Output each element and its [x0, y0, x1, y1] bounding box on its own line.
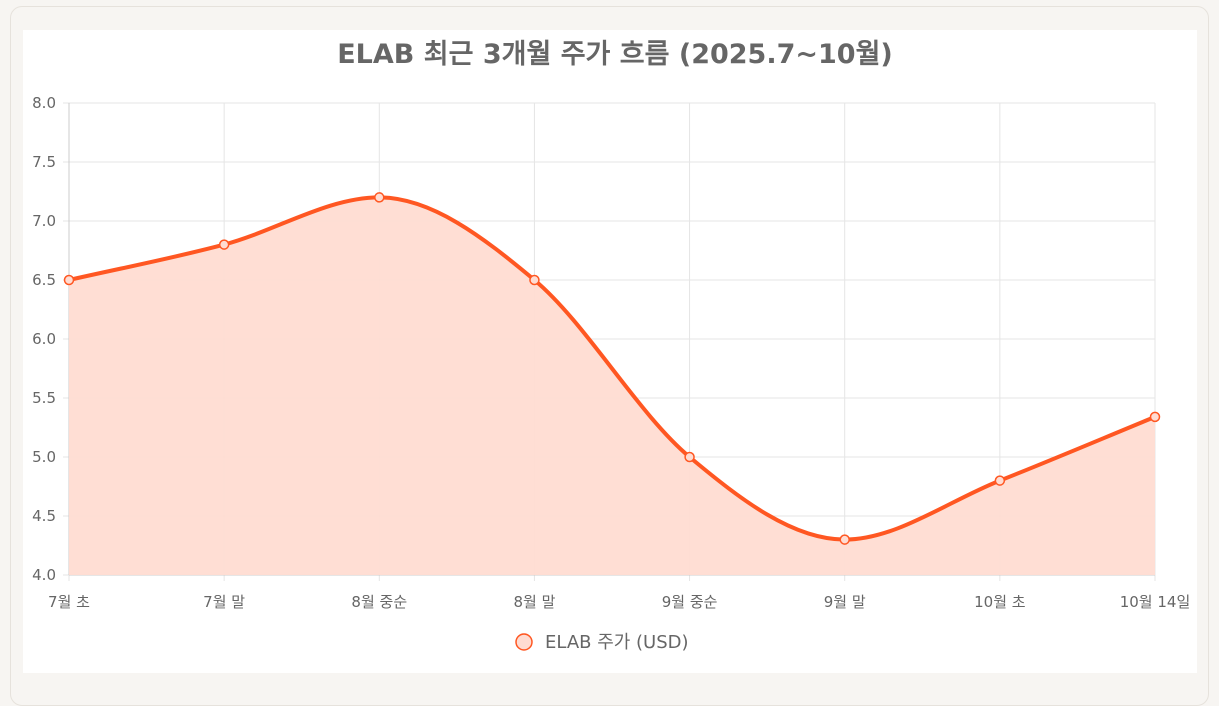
y-tick-label: 7.0 [32, 212, 56, 230]
y-tick-label: 4.0 [32, 566, 56, 584]
y-tick-label: 5.0 [32, 448, 56, 466]
series-area [69, 197, 1155, 575]
y-tick-label: 8.0 [32, 94, 56, 112]
legend-swatch [515, 633, 533, 651]
legend[interactable]: ELAB 주가 (USD) [515, 632, 689, 653]
y-tick-label: 7.5 [32, 153, 56, 171]
y-tick-label: 6.0 [32, 330, 56, 348]
stock-price-chart: ELAB 최근 3개월 주가 흐름 (2025.7~10월) 4.0 4.5 5.0… [32, 39, 1190, 653]
legend-label: ELAB 주가 (USD) [545, 632, 689, 653]
x-tick-label: 8월 중순 [351, 593, 407, 611]
x-axis-ticks: 7월 초 7월 말 8월 중순 8월 말 9월 중순 9월 말 10월 초 10월 14일 [48, 593, 1190, 611]
y-axis-ticks: 4.0 4.5 5.0 5.5 6.0 6.5 7.0 7.5 8.0 [32, 94, 56, 584]
data-point[interactable] [684, 451, 695, 463]
x-tick-label: 9월 중순 [662, 593, 718, 611]
y-tick-label: 4.5 [32, 507, 56, 525]
data-point[interactable] [374, 192, 385, 203]
data-point[interactable] [1149, 411, 1161, 423]
y-tick-label: 6.5 [32, 271, 56, 289]
area-fill-layer [69, 197, 1155, 575]
x-tick-label: 7월 초 [48, 593, 90, 611]
series-line-layer [67, 195, 1157, 542]
data-point[interactable] [63, 274, 75, 286]
x-tick-label: 10월 초 [974, 593, 1026, 611]
x-tick-label: 8월 말 [513, 593, 555, 611]
x-tick-label: 9월 말 [824, 593, 866, 611]
data-point[interactable] [529, 274, 540, 286]
x-tick-label: 10월 14일 [1120, 593, 1191, 611]
data-points [63, 192, 1161, 545]
series-line [67, 195, 1157, 542]
y-tick-label: 5.5 [32, 389, 56, 407]
chart-title: ELAB 최근 3개월 주가 흐름 (2025.7~10월) [337, 39, 893, 70]
data-point[interactable] [994, 475, 1006, 486]
data-point[interactable] [218, 239, 230, 250]
data-point[interactable] [839, 534, 850, 545]
x-tick-label: 7월 말 [203, 593, 245, 611]
